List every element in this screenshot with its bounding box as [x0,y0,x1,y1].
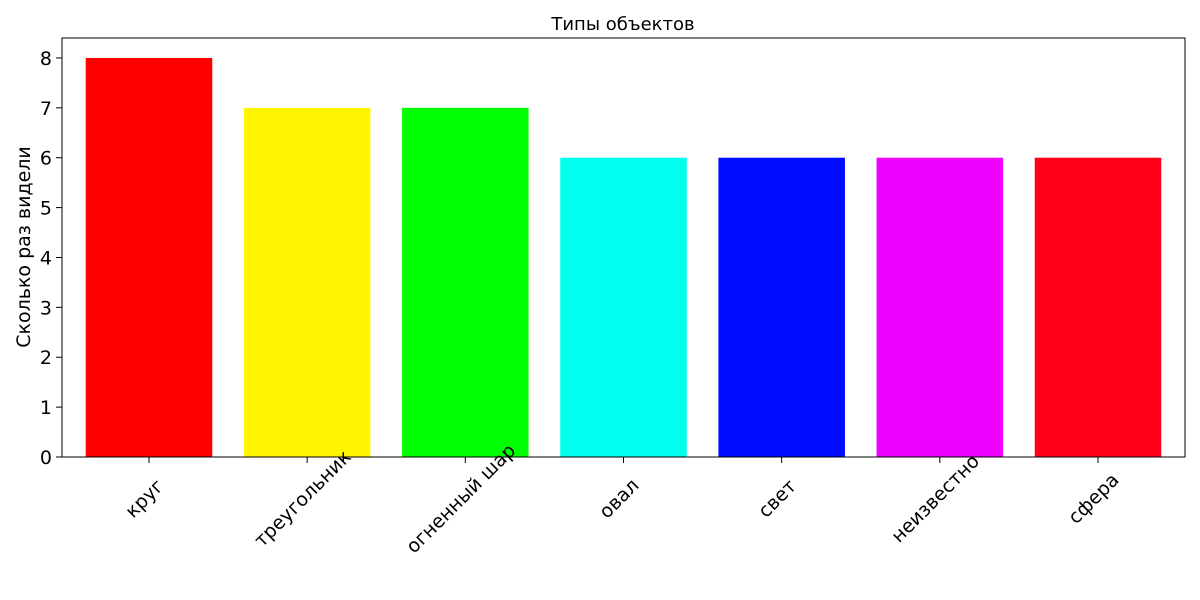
bar [1034,157,1162,457]
y-axis-ticks: 0 1 2 3 4 5 6 7 8 [40,48,62,469]
bar [243,107,371,457]
bar [718,157,845,457]
y-tick-label: 5 [40,198,52,220]
bar [402,107,529,457]
bars [85,57,1162,457]
y-tick-label: 4 [40,247,52,269]
y-tick-label: 2 [40,347,52,369]
y-tick-label: 8 [40,48,52,70]
chart-title: Типы объектов [550,14,694,35]
y-axis-label: Сколько раз видели [13,146,35,348]
y-tick-label: 3 [40,297,52,319]
bar [876,157,1004,457]
y-tick-label: 6 [40,148,52,170]
y-tick-label: 0 [40,447,52,469]
plot-frame [61,37,1186,458]
bar [85,57,213,457]
y-tick-label: 1 [40,397,52,419]
bar [560,157,687,457]
y-tick-label: 7 [40,98,52,120]
